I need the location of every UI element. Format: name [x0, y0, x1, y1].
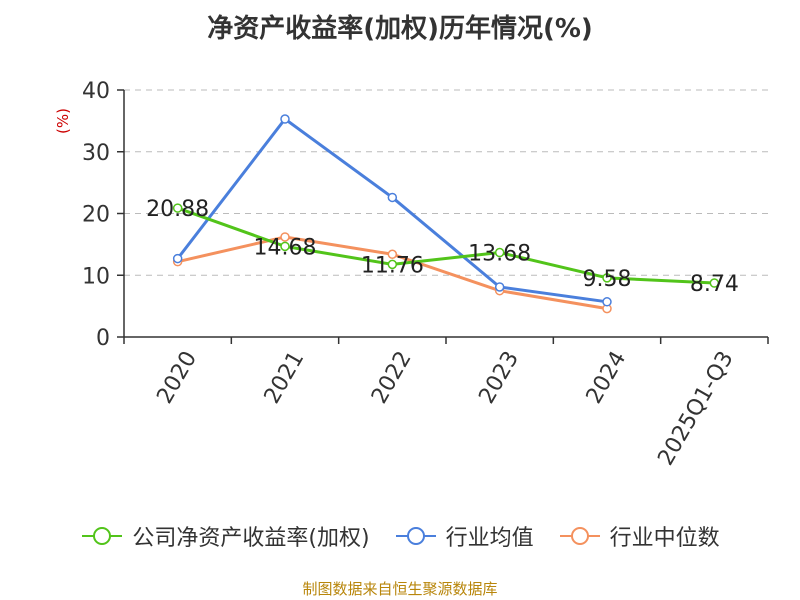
y-tick-label: 30: [82, 141, 110, 166]
legend-marker-icon: [395, 527, 436, 545]
axes: 0 10 20 30 40 2020 2021 2022 2023 2024 2025Q1-Q3: [82, 79, 769, 470]
data-point: [387, 259, 398, 270]
data-label: 14.68: [254, 235, 317, 260]
data-point: [280, 114, 290, 124]
x-tick-label: 2021: [260, 347, 310, 408]
x-tick-label: 2020: [152, 347, 202, 408]
legend-label: 公司净资产收益率(加权): [132, 526, 370, 551]
data-point: [172, 203, 183, 213]
data-point: [494, 282, 505, 292]
data-point: [387, 249, 398, 260]
x-tick-label: 2025Q1-Q3: [653, 347, 738, 470]
line-chart: 0 10 20 30 40 2020 2021 2022 2023 2024 2025Q1-Q3 2…: [82, 79, 769, 470]
data-point: [602, 273, 612, 283]
data-point: [602, 297, 612, 307]
y-tick-label: 0: [96, 326, 110, 351]
legend: 公司净资产收益率(加权) 行业均值 行业中位数: [0, 520, 800, 552]
y-tick-label: 20: [82, 203, 110, 228]
x-tick-label: 2022: [367, 347, 417, 408]
y-tick-label: 10: [82, 264, 110, 289]
legend-item-company[interactable]: 公司净资产收益率(加权): [80, 520, 370, 552]
legend-item-industry-median[interactable]: 行业中位数: [558, 520, 720, 552]
legend-marker-icon: [82, 527, 123, 545]
legend-item-industry-mean[interactable]: 行业均值: [394, 520, 534, 552]
series-lines: [172, 114, 720, 314]
legend-marker-icon: [559, 527, 600, 545]
data-labels: 20.88 14.68 11.76 13.68 9.58 8.74: [146, 197, 739, 297]
data-label: 11.76: [361, 253, 424, 278]
data-point: [280, 241, 290, 252]
chart-title: 净资产收益率(加权)历年情况(%): [207, 14, 593, 44]
data-label: 9.58: [583, 267, 632, 292]
data-label: 13.68: [468, 242, 531, 267]
series-line: [177, 206, 715, 285]
legend-label: 行业均值: [445, 526, 534, 551]
data-label: 20.88: [146, 197, 209, 222]
data-point: [387, 192, 398, 203]
data-source-note: 制图数据来自恒生聚源数据库: [302, 580, 498, 598]
x-tick-label: 2023: [474, 347, 524, 408]
data-point: [280, 232, 290, 242]
data-point: [709, 278, 720, 288]
data-point: [494, 247, 505, 258]
legend-label: 行业中位数: [609, 526, 720, 551]
data-point: [172, 253, 183, 264]
x-tick-label: 2024: [582, 347, 632, 408]
data-label: 8.74: [690, 272, 739, 297]
grid-lines: [124, 89, 768, 276]
y-tick-label: 40: [82, 79, 110, 104]
